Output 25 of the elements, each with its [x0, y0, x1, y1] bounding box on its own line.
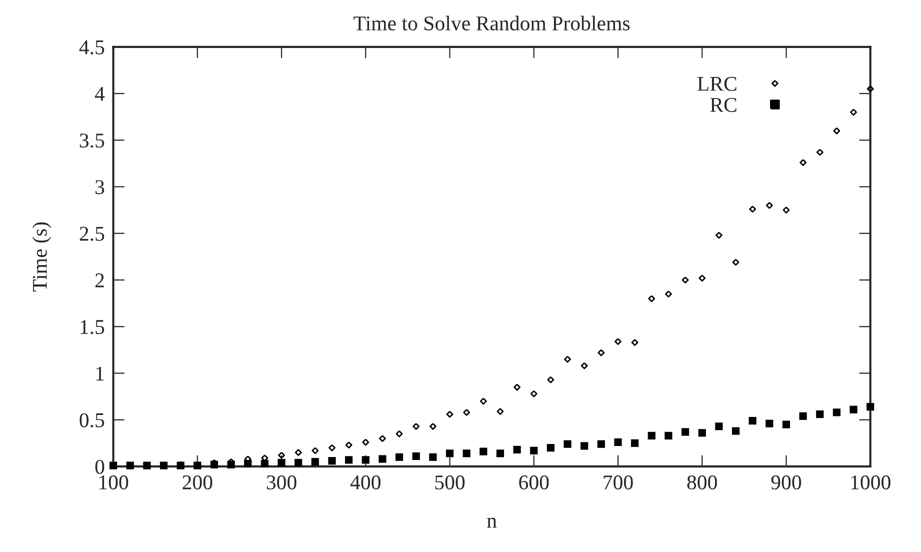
- x-tick-label: 300: [266, 475, 296, 490]
- x-tick-label: 100: [99, 475, 128, 490]
- x-tick-label: 500: [435, 475, 465, 490]
- y-tick-label: 1: [96, 366, 104, 380]
- y-tick-label: 2: [95, 273, 104, 288]
- legend-label: LRC: [698, 76, 736, 91]
- x-tick-label: 700: [604, 475, 633, 490]
- x-tick-label: 400: [350, 475, 380, 490]
- y-tick-label: 4: [94, 87, 105, 101]
- y-tick-label: 2.5: [80, 226, 104, 241]
- x-tick-label: 200: [182, 475, 212, 490]
- x-tick-label: 800: [687, 475, 717, 490]
- x-tick-label: 600: [519, 475, 549, 490]
- y-tick-label: 1.5: [80, 320, 104, 334]
- legend-label: RC: [710, 98, 736, 112]
- x-tick-label: 900: [771, 475, 802, 490]
- x-axis-title: n: [487, 518, 497, 528]
- y-axis-title: Time (s): [32, 222, 52, 292]
- y-tick-label: 0.5: [80, 413, 104, 428]
- y-tick-label: 3.5: [80, 134, 104, 148]
- chart-title: Time to Solve Random Problems: [354, 16, 630, 30]
- y-tick-label: 3: [96, 180, 104, 194]
- x-tick-label: 1000: [851, 475, 890, 490]
- y-tick-label: 4.5: [79, 40, 104, 54]
- y-tick-label: 0: [95, 460, 104, 474]
